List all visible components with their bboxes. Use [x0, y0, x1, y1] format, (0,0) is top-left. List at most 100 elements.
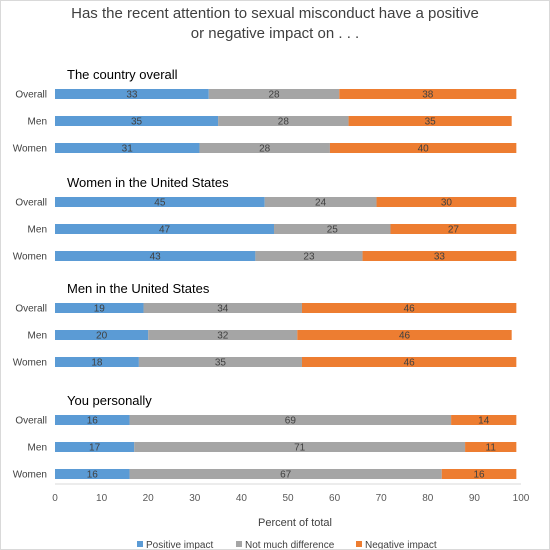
bar-segment: [55, 469, 130, 479]
bar-row: Women 18 35 46: [13, 357, 517, 369]
row-label: Men: [28, 443, 47, 454]
data-label: 16: [473, 470, 485, 481]
bar-segment: [55, 197, 265, 207]
bar-segment: [441, 469, 517, 479]
data-label: 46: [404, 304, 416, 315]
chart-title-line-2: or negative impact on . . .: [191, 25, 359, 42]
bar-segment: [55, 224, 275, 234]
bar-segment: [129, 469, 442, 479]
data-label: 33: [434, 252, 446, 263]
x-tick-label: 40: [236, 493, 248, 504]
data-label: 16: [87, 470, 99, 481]
bar-segment: [362, 251, 517, 261]
bar-group: The country overall Overall 33 28 38 Men 35 28 3…: [13, 67, 517, 155]
data-label: 34: [217, 304, 229, 315]
legend-item: Not much difference: [236, 540, 335, 549]
x-tick-label: 80: [422, 493, 434, 504]
bar-segment: [199, 143, 330, 153]
x-tick-label: 60: [329, 493, 341, 504]
bar-segment: [55, 251, 256, 261]
bar-segment: [329, 143, 517, 153]
bar-group: You personally Overall 16 69 14 Men 17 71 11 Wome…: [13, 393, 517, 481]
bar-row: Overall 45 24 30: [15, 197, 517, 209]
row-label: Overall: [15, 198, 47, 209]
bar-row: Men 17 71 11: [28, 442, 517, 454]
x-tick-label: 10: [96, 493, 108, 504]
data-label: 38: [422, 90, 434, 101]
data-label: 23: [303, 252, 315, 263]
bar-segment: [55, 357, 139, 367]
row-label: Men: [28, 331, 47, 342]
bar-segment: [138, 357, 302, 367]
group-title: Men in the United States: [67, 281, 210, 296]
bar-segment: [376, 197, 517, 207]
data-label: 33: [126, 90, 138, 101]
bar-segment: [143, 303, 302, 313]
plot-area: The country overall Overall 33 28 38 Men 35 28 3…: [13, 67, 517, 481]
bar-segment: [451, 415, 517, 425]
data-label: 11: [486, 443, 497, 454]
bar-segment: [390, 224, 517, 234]
x-tick-label: 20: [143, 493, 155, 504]
legend-label: Negative impact: [365, 540, 437, 549]
bar-segment: [55, 143, 200, 153]
chart-title: Has the recent attention to sexual misco…: [71, 5, 479, 42]
x-tick-label: 0: [52, 493, 58, 504]
bar-segment: [55, 415, 130, 425]
data-label: 35: [215, 358, 227, 369]
bar-row: Women 31 28 40: [13, 143, 517, 155]
bar-group: Women in the United States Overall 45 24 30 M…: [13, 175, 517, 263]
legend: Positive impact Not much difference Negati…: [137, 540, 437, 549]
data-label: 18: [91, 358, 103, 369]
bar-row: Overall 16 69 14: [15, 415, 517, 427]
legend-swatch: [356, 541, 362, 547]
data-label: 28: [268, 90, 280, 101]
bar-row: Men 35 28 35: [28, 116, 512, 128]
data-label: 28: [259, 144, 271, 155]
row-label: Men: [28, 117, 47, 128]
bar-segment: [339, 89, 517, 99]
data-label: 35: [425, 117, 437, 128]
bar-segment: [134, 442, 466, 452]
row-label: Women: [13, 144, 47, 155]
group-title: The country overall: [67, 67, 178, 82]
bar-segment: [297, 330, 512, 340]
chart-title-line-1: Has the recent attention to sexual misco…: [71, 5, 479, 22]
bar-segment: [129, 415, 452, 425]
data-label: 28: [278, 117, 290, 128]
bar-segment: [465, 442, 517, 452]
data-label: 46: [399, 331, 411, 342]
data-label: 31: [122, 144, 134, 155]
bar-segment: [55, 89, 209, 99]
bar-segment: [301, 357, 517, 367]
data-label: 27: [448, 225, 460, 236]
legend-swatch: [236, 541, 242, 547]
legend-label: Positive impact: [146, 540, 213, 549]
bar-segment: [55, 116, 219, 126]
bar-segment: [148, 330, 298, 340]
x-axis: 0 10 20 30 40 50 60 70 80 90 100: [52, 483, 530, 504]
bar-row: Men 20 32 46: [28, 330, 512, 342]
bar-segment: [274, 224, 391, 234]
x-axis-title: Percent of total: [258, 517, 332, 529]
data-label: 19: [94, 304, 106, 315]
bar-row: Overall 33 28 38: [15, 89, 517, 101]
group-title: You personally: [67, 393, 152, 408]
data-label: 45: [154, 198, 166, 209]
legend-item: Positive impact: [137, 540, 213, 549]
bar-row: Overall 19 34 46: [15, 303, 517, 315]
x-tick-label: 100: [513, 493, 530, 504]
row-label: Women: [13, 358, 47, 369]
data-label: 43: [150, 252, 162, 263]
row-label: Men: [28, 225, 47, 236]
bar-segment: [55, 303, 144, 313]
data-label: 35: [131, 117, 143, 128]
bar-segment: [218, 116, 349, 126]
bar-segment: [208, 89, 340, 99]
data-label: 25: [327, 225, 339, 236]
x-tick-label: 70: [376, 493, 388, 504]
row-label: Overall: [15, 304, 47, 315]
